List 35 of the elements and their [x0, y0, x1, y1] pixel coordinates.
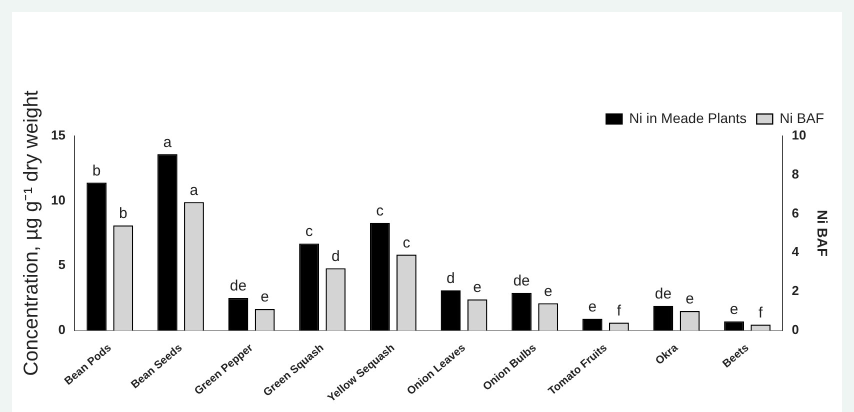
data-label: d	[331, 248, 340, 265]
data-label: de	[654, 285, 672, 302]
y2-axis-title: Ni BAF	[814, 210, 831, 257]
data-label: e	[473, 278, 482, 296]
y2-tick-label: 2	[792, 283, 799, 298]
data-label: c	[402, 234, 411, 252]
data-label: de	[230, 278, 247, 295]
data-label: b	[92, 162, 101, 180]
data-label: c	[376, 202, 384, 220]
data-label: c	[305, 223, 314, 240]
y-tick-label: 5	[58, 257, 66, 272]
y2-tick-label: 8	[792, 166, 799, 182]
data-label: e	[730, 301, 738, 318]
data-label: b	[118, 205, 128, 222]
y-tick-label: 15	[50, 128, 66, 143]
y-tick-label: 10	[50, 192, 66, 208]
legend-label: Ni in Meade Plants	[629, 110, 747, 126]
data-label: a	[190, 182, 199, 199]
data-label: a	[163, 134, 172, 151]
data-label: f	[616, 302, 622, 320]
y2-tick-label: 10	[792, 128, 806, 143]
data-label: e	[686, 290, 694, 308]
y2-tick-label: 0	[792, 322, 799, 338]
data-label: d	[446, 270, 455, 287]
y2-tick-label: 6	[792, 205, 799, 220]
data-label: e	[588, 298, 597, 316]
y-axis-title: Concentration, µg g⁻¹ dry weight	[20, 90, 43, 376]
data-label: de	[513, 272, 530, 290]
data-label: e	[544, 282, 552, 300]
data-label: f	[758, 304, 764, 322]
x-tick-label: Okra	[653, 341, 682, 368]
y2-tick-label: 4	[792, 244, 800, 260]
y-tick-label: 0	[58, 322, 66, 338]
legend-label: Ni BAF	[780, 110, 824, 126]
data-label: e	[260, 288, 269, 306]
